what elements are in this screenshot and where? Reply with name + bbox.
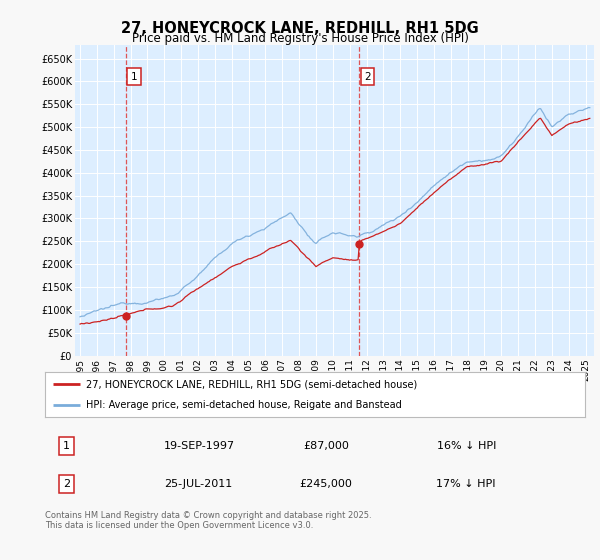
Text: 27, HONEYCROCK LANE, REDHILL, RH1 5DG (semi-detached house): 27, HONEYCROCK LANE, REDHILL, RH1 5DG (s… <box>86 380 417 390</box>
Text: 17% ↓ HPI: 17% ↓ HPI <box>436 479 496 489</box>
Text: Contains HM Land Registry data © Crown copyright and database right 2025.
This d: Contains HM Land Registry data © Crown c… <box>45 511 371 530</box>
Text: 2: 2 <box>364 72 371 82</box>
Text: 25-JUL-2011: 25-JUL-2011 <box>164 479 232 489</box>
Text: HPI: Average price, semi-detached house, Reigate and Banstead: HPI: Average price, semi-detached house,… <box>86 400 401 410</box>
Text: 27, HONEYCROCK LANE, REDHILL, RH1 5DG: 27, HONEYCROCK LANE, REDHILL, RH1 5DG <box>121 21 479 36</box>
Text: 1: 1 <box>63 441 70 451</box>
Text: 1: 1 <box>131 72 137 82</box>
Text: £245,000: £245,000 <box>299 479 352 489</box>
Text: 2: 2 <box>63 479 70 489</box>
Text: £87,000: £87,000 <box>303 441 349 451</box>
Text: 19-SEP-1997: 19-SEP-1997 <box>164 441 235 451</box>
Text: 16% ↓ HPI: 16% ↓ HPI <box>437 441 496 451</box>
Text: Price paid vs. HM Land Registry's House Price Index (HPI): Price paid vs. HM Land Registry's House … <box>131 32 469 45</box>
